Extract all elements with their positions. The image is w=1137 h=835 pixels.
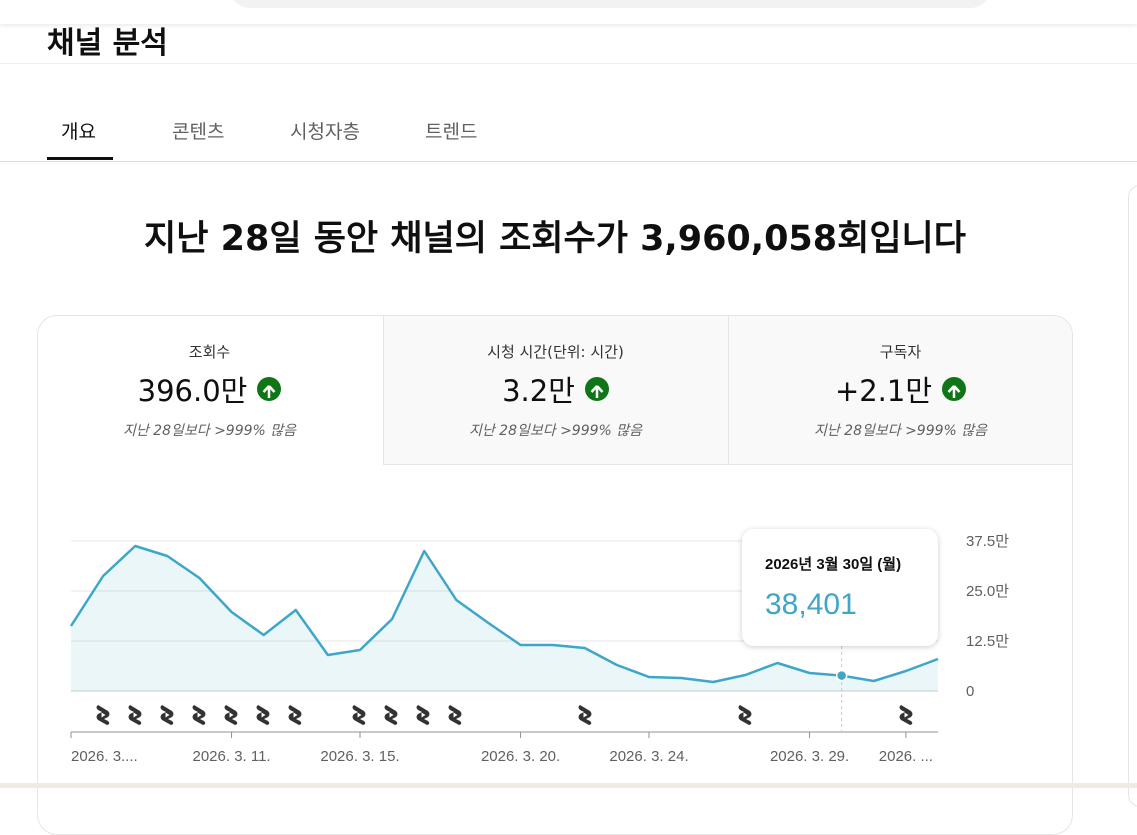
x-tick-label: 2026. 3. 15. xyxy=(320,748,399,765)
bottom-strip xyxy=(0,783,1137,788)
metric-card[interactable]: 구독자 +2.1만 지난 28일보다 >999% 많음 xyxy=(728,315,1073,463)
x-tick-label: 2026. 3. 24. xyxy=(609,748,688,765)
up-icon xyxy=(584,377,609,401)
metric-card[interactable]: 시청 시간(단위: 시간) 3.2만 지난 28일보다 >999% 많음 xyxy=(383,315,728,463)
metric-value: 3.2만 xyxy=(502,374,575,408)
x-tick-label: 2026. 3. 11. xyxy=(192,748,270,765)
metric-card[interactable]: 조회수 396.0만 지난 28일보다 >999% 많음 xyxy=(37,315,382,463)
metric-value: 396.0만 xyxy=(137,374,248,408)
metric-label: 조회수 xyxy=(188,343,231,361)
metric-label: 시청 시간(단위: 시간) xyxy=(487,343,624,361)
hover-dot xyxy=(835,669,848,682)
tab[interactable]: 시청자층 xyxy=(290,121,360,143)
metric-change: 지난 28일보다 >999% 많음 xyxy=(813,423,988,439)
tooltip-value: 38,401 xyxy=(765,588,857,621)
x-tick-label: 2026. 3. 20. xyxy=(481,748,560,765)
x-tick-label: 2026. ... xyxy=(879,748,933,765)
y-tick-label: 12.5만 xyxy=(966,633,1009,650)
line xyxy=(69,544,939,684)
divider xyxy=(0,63,1137,64)
headline: 지난 28일 동안 채널의 조회수가 3,960,058회입니다 xyxy=(144,219,966,259)
tab[interactable]: 트렌드 xyxy=(425,121,478,143)
tab-underline xyxy=(47,157,113,160)
shorts-icons xyxy=(96,705,913,725)
tab[interactable]: 콘텐츠 xyxy=(172,121,225,143)
tooltip-date: 2026년 3월 30일 (월) xyxy=(765,556,901,573)
metric-sep xyxy=(728,316,729,464)
y-tick-label: 37.5만 xyxy=(966,533,1009,550)
metric-value: +2.1만 xyxy=(834,374,933,408)
tab[interactable]: 개요 xyxy=(61,121,96,143)
y-tick-label: 0 xyxy=(966,683,974,700)
up-icon xyxy=(942,377,967,401)
metric-change: 지난 28일보다 >999% 많음 xyxy=(122,423,297,439)
x-tick-label: 2026. 3.... xyxy=(71,748,138,765)
search-bar xyxy=(230,0,990,8)
x-tick-label: 2026. 3. 29. xyxy=(770,748,849,765)
metric-label: 구독자 xyxy=(879,343,922,361)
tooltip xyxy=(742,529,938,646)
y-tick-label: 25.0만 xyxy=(966,583,1009,600)
tabs-border xyxy=(0,161,1137,162)
page-title: 채널 분석 xyxy=(47,26,168,61)
up-icon xyxy=(257,377,282,401)
chart: 0 12.5만 25.0만 37.5만 2026. 3.... 2026. 3. 11. 2… xyxy=(69,529,1009,765)
metric-change: 지난 28일보다 >999% 많음 xyxy=(468,423,643,439)
area-fill xyxy=(71,546,938,691)
